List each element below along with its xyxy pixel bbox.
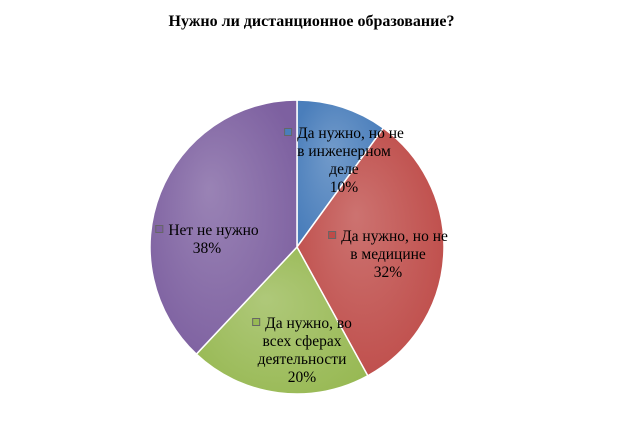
legend-marker-icon	[252, 318, 261, 326]
slice-label-line: в инженерном	[284, 143, 404, 161]
slice-label-text: в медицине	[350, 246, 426, 263]
slice-label-line: Да нужно, но не	[284, 125, 404, 143]
slice-value-label: 20%	[287, 369, 317, 386]
slice-value-label: 38%	[192, 240, 222, 257]
slice-label-text: всех сферах	[262, 333, 342, 350]
slice-label: Да нужно, во всех сферах деятельности 20%	[252, 315, 352, 387]
slice-label-text: деятельности	[257, 351, 347, 368]
pie-slice	[195, 245, 369, 395]
slice-label-text: Нет не нужно	[168, 222, 259, 239]
slice-label-text: Да нужно, но не	[297, 125, 404, 142]
slice-label-line: Нет не нужно	[155, 222, 259, 240]
slice-label: Да нужно, но не в инженерном деле 10%	[284, 125, 404, 197]
slice-label: Нет не нужно 38%	[155, 222, 259, 258]
slice-label: Да нужно, но не в медицине 32%	[328, 228, 448, 282]
chart-title: Нужно ли дистанционное образование?	[168, 13, 455, 30]
slice-value-label: 10%	[329, 179, 359, 196]
legend-marker-icon	[284, 128, 293, 136]
slice-label-text: Да нужно, но не	[341, 228, 448, 245]
legend-marker-icon	[328, 231, 337, 239]
pie-slice	[296, 99, 385, 250]
slice-value-label: 32%	[373, 264, 403, 281]
pie-slice	[149, 99, 298, 356]
slice-label-line: деле	[284, 161, 404, 179]
slice-label-line: в медицине	[328, 246, 448, 264]
slice-label-text: Да нужно, во	[265, 315, 352, 332]
slice-label-text: деле	[329, 161, 359, 178]
legend-marker-icon	[155, 225, 164, 233]
slice-label-line: Да нужно, но не	[328, 228, 448, 246]
pie-slice	[296, 127, 445, 377]
slice-label-text: в инженерном	[297, 143, 391, 160]
slice-label-line: Да нужно, во	[252, 315, 352, 333]
slice-label-line: деятельности	[252, 351, 352, 369]
slice-label-line: всех сферах	[252, 333, 352, 351]
